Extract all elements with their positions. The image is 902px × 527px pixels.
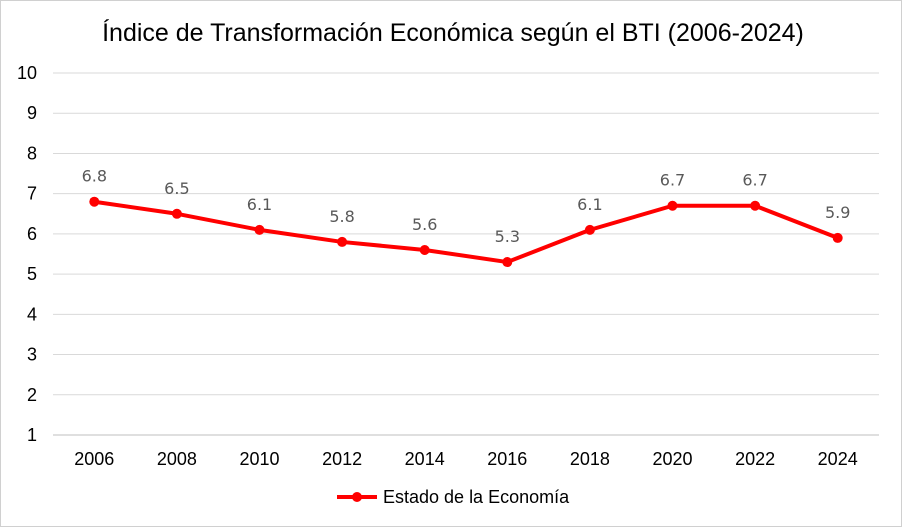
x-tick-label: 2014 xyxy=(405,449,445,469)
data-point xyxy=(832,232,843,243)
data-point xyxy=(584,224,595,235)
data-label: 5.8 xyxy=(329,207,354,226)
chart-title: Índice de Transformación Económica según… xyxy=(102,18,804,47)
legend-label: Estado de la Economía xyxy=(383,487,570,507)
series-layer xyxy=(89,196,843,268)
y-tick-label: 6 xyxy=(27,224,37,244)
data-point xyxy=(667,200,678,211)
data-label: 6.1 xyxy=(247,195,272,214)
x-tick-label: 2010 xyxy=(239,449,279,469)
x-tick-label: 2022 xyxy=(735,449,775,469)
y-tick-label: 5 xyxy=(27,264,37,284)
data-point xyxy=(254,224,265,235)
y-tick-label: 2 xyxy=(27,385,37,405)
x-tick-label: 2006 xyxy=(74,449,114,469)
data-point xyxy=(89,196,100,207)
data-point xyxy=(750,200,761,211)
legend-marker xyxy=(352,492,362,502)
data-point xyxy=(337,236,348,247)
y-tick-label: 1 xyxy=(27,425,37,445)
y-tick-label: 7 xyxy=(27,184,37,204)
x-axis-ticks: 2006 2008 2010 2012 2014 2016 2018 2020 2022 2024 xyxy=(74,449,857,469)
data-label: 6.1 xyxy=(577,195,602,214)
data-point xyxy=(171,208,182,219)
y-tick-label: 10 xyxy=(17,63,37,83)
legend: Estado de la Economía xyxy=(337,487,570,507)
data-label: 5.6 xyxy=(412,215,437,234)
y-axis-ticks: 1 2 3 4 5 6 7 8 9 10 xyxy=(17,63,37,445)
x-tick-label: 2024 xyxy=(818,449,858,469)
x-tick-label: 2016 xyxy=(487,449,527,469)
data-point xyxy=(502,257,513,268)
y-tick-label: 8 xyxy=(27,143,37,163)
y-tick-label: 4 xyxy=(27,304,37,324)
data-label: 5.3 xyxy=(495,227,520,246)
data-label: 6.7 xyxy=(742,171,767,190)
data-label: 6.8 xyxy=(82,167,107,186)
y-tick-label: 9 xyxy=(27,103,37,123)
gridlines xyxy=(53,72,879,436)
data-point xyxy=(419,244,430,255)
series-line xyxy=(92,199,840,265)
data-label: 6.5 xyxy=(164,179,189,198)
x-tick-label: 2008 xyxy=(157,449,197,469)
data-labels: 6.8 6.5 6.1 5.8 5.6 5.3 6.1 6.7 6.7 5.9 xyxy=(82,167,851,246)
x-tick-label: 2012 xyxy=(322,449,362,469)
data-label: 6.7 xyxy=(660,171,685,190)
y-tick-label: 3 xyxy=(27,345,37,365)
x-tick-label: 2020 xyxy=(652,449,692,469)
data-label: 5.9 xyxy=(825,203,850,222)
x-tick-label: 2018 xyxy=(570,449,610,469)
